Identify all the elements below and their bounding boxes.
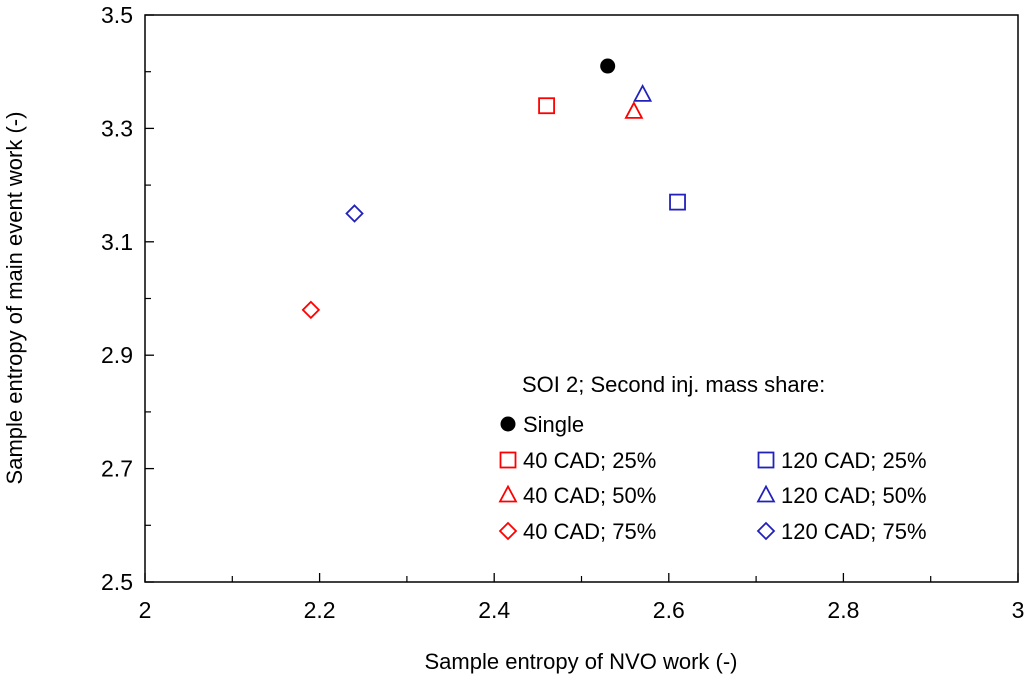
legend-entry-label: 120 CAD; 50%: [781, 483, 927, 508]
x-tick-label: 2.2: [304, 597, 336, 623]
legend-entry-label: 40 CAD; 75%: [523, 519, 656, 544]
data-point-circle-filled: [600, 58, 616, 74]
x-tick-label: 2.8: [827, 597, 859, 623]
y-tick-label: 3.5: [101, 2, 133, 28]
data-point-diamond: [301, 300, 321, 320]
legend-marker-square: [757, 451, 775, 469]
legend-title: SOI 2; Second inj. mass share:: [522, 372, 825, 397]
y-tick-label: 2.9: [101, 342, 133, 368]
x-tick-label: 2: [139, 597, 152, 623]
data-point-triangle: [624, 100, 644, 119]
x-axis-title: Sample entropy of NVO work (-): [425, 649, 738, 674]
data-point-square: [669, 193, 686, 211]
y-tick-label: 3.1: [101, 229, 133, 255]
legend-marker-triangle: [498, 484, 518, 503]
legend-entry-label: 40 CAD; 25%: [523, 448, 656, 473]
legend-marker-diamond: [498, 521, 518, 541]
y-tick-label: 2.7: [101, 456, 133, 482]
axis-ticks: [144, 14, 1019, 583]
plot-area: [144, 14, 1019, 583]
legend-entry-label: 120 CAD; 25%: [781, 448, 927, 473]
data-point-diamond: [345, 204, 364, 223]
legend-entry-label: 120 CAD; 75%: [781, 519, 927, 544]
y-tick-label: 3.3: [101, 115, 133, 141]
y-tick-label: 2.5: [101, 569, 133, 595]
data-point-triangle: [633, 83, 653, 102]
x-tick-label: 3: [1012, 597, 1024, 623]
y-axis-title: Sample entropy of main event work (-): [2, 112, 27, 485]
data-point-square: [538, 97, 555, 115]
x-tick-label: 2.6: [653, 597, 685, 623]
legend-entry-label: Single: [523, 412, 584, 437]
tick-labels: 2 2.2 2.4 2.6 2.8 3 2.5 2.7 2.9 3.1 3.3 3.5: [101, 2, 1024, 623]
legend-marker-circle-filled: [500, 416, 516, 432]
data-points: [301, 58, 686, 320]
legend: SOI 2; Second inj. mass share: Single 40 C…: [498, 372, 927, 544]
legend-marker-diamond: [756, 521, 776, 541]
legend-marker-square: [499, 451, 517, 469]
legend-marker-triangle: [756, 484, 776, 503]
legend-entry-label: 40 CAD; 50%: [523, 483, 656, 508]
x-tick-label: 2.4: [478, 597, 510, 623]
